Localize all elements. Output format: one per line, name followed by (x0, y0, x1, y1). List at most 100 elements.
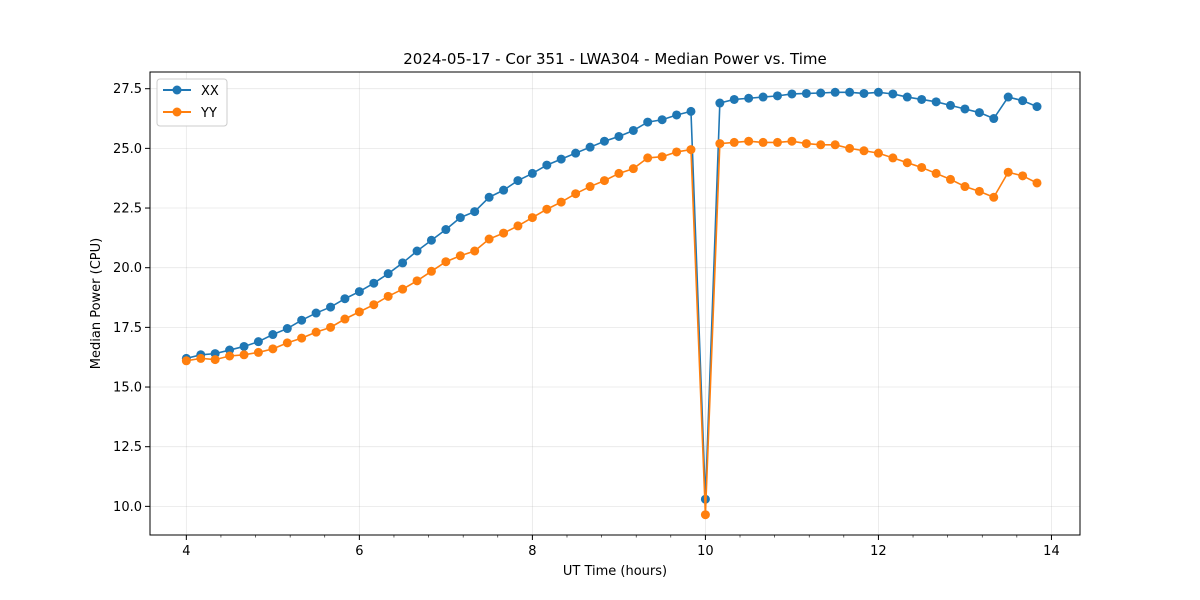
data-point-yy (311, 327, 321, 337)
data-point-yy (657, 152, 667, 162)
legend-label-xx: XX (201, 84, 219, 99)
data-point-xx (599, 136, 609, 146)
data-point-yy (729, 137, 739, 147)
data-point-yy (268, 344, 278, 354)
data-point-xx (801, 88, 811, 98)
data-point-xx (412, 246, 422, 256)
data-point-yy (513, 221, 523, 231)
data-point-yy (888, 153, 898, 163)
data-point-xx (859, 88, 869, 98)
data-point-yy (369, 300, 379, 310)
data-point-yy (830, 140, 840, 150)
data-point-xx (787, 89, 797, 99)
data-point-yy (744, 136, 754, 146)
data-point-xx (556, 154, 566, 164)
data-point-xx (426, 235, 436, 245)
data-point-yy (960, 182, 970, 192)
data-point-yy (340, 314, 350, 324)
data-point-yy (845, 143, 855, 153)
data-point-xx (1032, 102, 1042, 112)
data-point-xx (1003, 92, 1013, 102)
data-point-xx (643, 117, 653, 127)
data-point-xx (282, 324, 292, 334)
data-point-yy (859, 146, 869, 156)
data-point-yy (873, 148, 883, 158)
legend-marker-yy (172, 107, 182, 117)
data-point-xx (499, 185, 509, 195)
data-point-yy (917, 162, 927, 172)
data-point-xx (744, 93, 754, 103)
data-point-xx (657, 115, 667, 125)
data-point-yy (239, 350, 249, 360)
data-point-yy (499, 228, 509, 238)
data-point-yy (628, 164, 638, 174)
data-point-yy (614, 168, 624, 178)
y-tick-label: 17.5 (113, 321, 142, 336)
y-tick-label: 27.5 (113, 82, 142, 97)
data-point-xx (253, 337, 263, 347)
data-point-yy (801, 139, 811, 149)
y-tick-label: 15.0 (113, 381, 142, 396)
data-point-xx (686, 106, 696, 116)
y-tick-label: 20.0 (113, 261, 142, 276)
data-point-xx (571, 148, 581, 158)
data-point-yy (686, 145, 696, 155)
y-tick-label: 22.5 (113, 202, 142, 217)
data-point-xx (470, 207, 480, 217)
data-point-yy (758, 137, 768, 147)
data-point-yy (585, 182, 595, 192)
data-point-yy (412, 276, 422, 286)
data-point-xx (340, 294, 350, 304)
data-point-xx (297, 315, 307, 325)
chart-title: 2024-05-17 - Cor 351 - LWA304 - Median P… (403, 50, 827, 68)
data-point-yy (974, 186, 984, 196)
data-point-yy (599, 176, 609, 186)
data-point-xx (354, 287, 364, 297)
y-tick-label: 12.5 (113, 440, 142, 455)
data-point-xx (527, 168, 537, 178)
data-point-yy (715, 139, 725, 149)
data-point-xx (917, 94, 927, 104)
data-point-yy (816, 140, 826, 150)
data-point-yy (297, 333, 307, 343)
plot-frame (149, 71, 1081, 536)
data-point-yy (484, 234, 494, 244)
data-point-yy (225, 351, 235, 361)
data-point-yy (455, 251, 465, 261)
data-point-xx (542, 160, 552, 170)
y-tick-label: 10.0 (113, 500, 142, 515)
data-point-yy (931, 168, 941, 178)
data-point-yy (470, 246, 480, 256)
x-ticks: 4 6 8 10 12 14 (182, 535, 1060, 559)
series-layer (181, 87, 1042, 520)
data-point-xx (830, 87, 840, 97)
data-point-yy (945, 174, 955, 184)
y-ticks: 10.0 12.5 15.0 17.5 20.0 22.5 25.0 27.5 (113, 82, 150, 515)
data-point-xx (326, 302, 336, 312)
x-tick-label: 4 (182, 544, 190, 559)
data-point-xx (729, 94, 739, 104)
data-point-xx (455, 213, 465, 223)
data-point-xx (614, 131, 624, 141)
data-point-yy (441, 257, 451, 267)
data-point-xx (585, 142, 595, 152)
data-point-xx (311, 308, 321, 318)
x-axis-label: UT Time (hours) (563, 564, 667, 579)
x-tick-label: 6 (355, 544, 363, 559)
data-point-yy (196, 353, 206, 363)
data-point-xx (398, 258, 408, 268)
data-point-yy (1003, 167, 1013, 177)
data-point-xx (513, 176, 523, 186)
data-point-yy (672, 147, 682, 157)
data-point-yy (282, 338, 292, 348)
data-point-xx (369, 278, 379, 288)
data-point-yy (354, 307, 364, 317)
data-point-xx (268, 330, 278, 340)
data-point-xx (816, 88, 826, 98)
data-point-yy (643, 153, 653, 163)
data-point-yy (181, 356, 191, 366)
data-point-yy (398, 284, 408, 294)
data-point-xx (888, 89, 898, 99)
data-point-yy (902, 158, 912, 168)
